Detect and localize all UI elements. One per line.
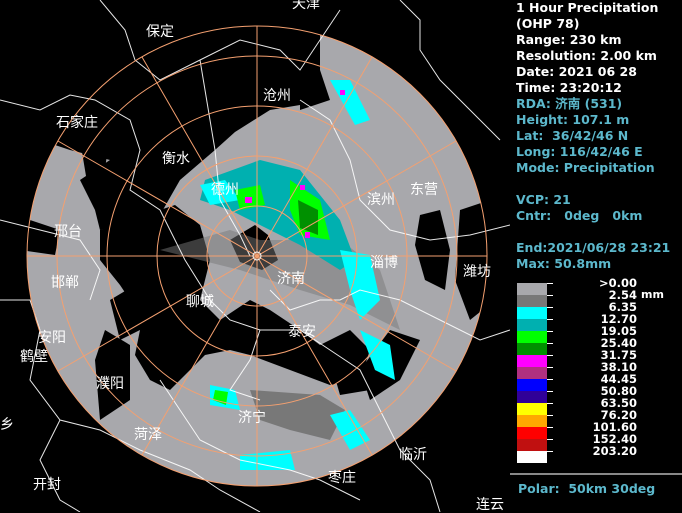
legend-value: 2.54 (608, 288, 637, 302)
city-label: 衡水 (162, 151, 190, 167)
legend-tick (547, 295, 553, 296)
legend-swatch (517, 355, 547, 367)
legend-swatch (517, 427, 547, 439)
city-label: 保定 (146, 24, 174, 40)
legend-value: 50.80 (600, 384, 637, 398)
product-code: (OHP 78) (516, 16, 580, 31)
time: Time: 23:20:12 (516, 80, 622, 95)
legend-tick (547, 307, 553, 308)
legend-swatch (517, 283, 547, 295)
legend-value: 152.40 (592, 432, 637, 446)
city-label: 安阳 (38, 330, 66, 346)
legend-tick (547, 391, 553, 392)
city-label: 开封 (33, 477, 61, 493)
legend-swatch (517, 331, 547, 343)
vcp: VCP: 21 (516, 192, 571, 207)
legend-unit: mm (641, 288, 664, 301)
legend-value: 25.40 (600, 336, 637, 350)
legend-value: 6.35 (608, 300, 637, 314)
city-label: 濮阳 (96, 376, 124, 392)
legend-swatch (517, 451, 547, 463)
legend-tick (547, 283, 553, 284)
city-label: 泰安 (288, 324, 316, 340)
legend-swatch (517, 307, 547, 319)
city-label: 济南 (277, 271, 305, 287)
product-info-panel: 1 Hour Precipitation (OHP 78) Range: 230… (516, 0, 682, 272)
longitude: Long: 116/42/46 E (516, 144, 643, 159)
city-label: 淄博 (370, 255, 398, 271)
legend-value: 12.70 (600, 312, 637, 326)
city-label: 潍坊 (463, 264, 491, 280)
city-label: 邯郸 (51, 275, 79, 291)
legend-value: 44.45 (600, 372, 637, 386)
legend-tick (547, 427, 553, 428)
city-label: 德州 (211, 182, 239, 198)
city-label: 聊城 (186, 294, 214, 310)
legend-tick (547, 403, 553, 404)
legend-swatch (517, 415, 547, 427)
city-label: 石家庄 (56, 115, 98, 131)
city-label: 菏泽 (134, 427, 162, 443)
legend-swatch (517, 367, 547, 379)
legend-tick (547, 355, 553, 356)
city-label: 临沂 (399, 447, 427, 463)
legend-swatch (517, 295, 547, 307)
rda: RDA: 济南 (531) (516, 96, 623, 111)
legend-value: 203.20 (592, 444, 637, 458)
city-label: 沧州 (263, 88, 291, 104)
legend-value: 101.60 (592, 420, 637, 434)
city-label: 鹤壁 (20, 349, 48, 365)
legend-value: 63.50 (600, 396, 637, 410)
legend-value: >0.00 (598, 276, 637, 290)
legend-value: 38.10 (600, 360, 637, 374)
legend-value: 76.20 (600, 408, 637, 422)
range: Range: 230 km (516, 32, 622, 47)
city-label: 连云 (476, 497, 504, 513)
legend-tick (547, 415, 553, 416)
legend-tick (547, 451, 553, 452)
city-label: 邢台 (54, 224, 82, 240)
legend-tick (547, 379, 553, 380)
polar-grid-info: Polar: 50km 30deg (518, 481, 656, 496)
height: Height: 107.1 m (516, 112, 630, 127)
province-borders (0, 0, 510, 512)
city-label: 枣庄 (328, 470, 356, 486)
legend-tick (547, 331, 553, 332)
legend-value: 31.75 (600, 348, 637, 362)
legend-swatch (517, 343, 547, 355)
city-label: 天津 (292, 0, 320, 12)
city-label: 东营 (410, 182, 438, 198)
legend-swatch (517, 319, 547, 331)
end-time: End:2021/06/28 23:21 (516, 240, 671, 255)
legend-value: 19.05 (600, 324, 637, 338)
radar-map[interactable] (0, 0, 510, 512)
city-label: 济宁 (238, 410, 266, 426)
divider (510, 473, 682, 475)
legend-tick (547, 319, 553, 320)
mode: Mode: Precipitation (516, 160, 655, 175)
center: Cntr: 0deg 0km (516, 208, 643, 223)
legend-tick (547, 367, 553, 368)
product-title: 1 Hour Precipitation (516, 0, 659, 15)
legend-swatch (517, 391, 547, 403)
legend-swatch (517, 403, 547, 415)
max-value: Max: 50.8mm (516, 256, 612, 271)
city-label: 滨州 (367, 192, 395, 208)
city-label: 新乡 (0, 417, 14, 433)
legend-tick (547, 343, 553, 344)
resolution: Resolution: 2.00 km (516, 48, 657, 63)
legend-swatch (517, 439, 547, 451)
latitude: Lat: 36/42/46 N (516, 128, 629, 143)
range-rings (26, 25, 488, 487)
legend-swatch (517, 379, 547, 391)
date: Date: 2021 06 28 (516, 64, 637, 79)
legend-tick (547, 439, 553, 440)
